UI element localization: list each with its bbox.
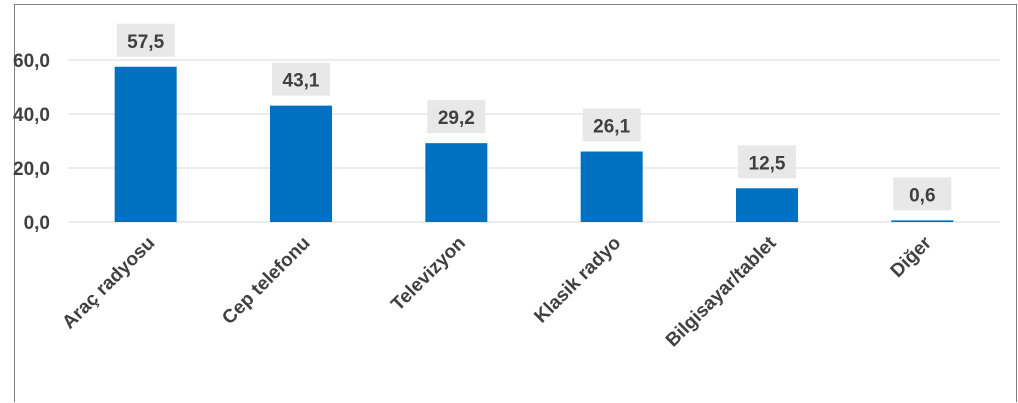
x-axis-category-labels: Araç radyosu Cep telefonu Televizyon Klasik… <box>58 232 936 351</box>
x-category-label: Klasik radyo <box>530 233 625 328</box>
y-tick-label: 40,0 <box>13 105 50 126</box>
x-category-label: Araç radyosu <box>58 233 159 334</box>
bar <box>114 66 177 222</box>
x-category-label: Diğer <box>887 232 937 282</box>
chart-frame <box>14 4 1017 402</box>
data-label-background <box>582 108 641 142</box>
data-label: 57,5 <box>127 32 164 53</box>
bar <box>270 105 332 222</box>
data-label-background <box>427 100 486 134</box>
gridlines <box>68 59 1000 223</box>
bar <box>580 151 643 222</box>
data-label: 12,5 <box>749 153 786 174</box>
y-tick-label: 60,0 <box>13 51 50 72</box>
bar <box>425 143 488 222</box>
data-label: 0,6 <box>909 185 935 206</box>
y-tick-label: 0,0 <box>24 213 50 234</box>
y-tick-label: 20,0 <box>13 159 50 180</box>
x-category-label: Bilgisayar/tablet <box>662 232 781 351</box>
x-category-label: Cep telefonu <box>218 233 314 329</box>
data-label: 43,1 <box>283 71 320 92</box>
data-label-background <box>272 62 330 96</box>
x-category-label: Televizyon <box>387 233 470 316</box>
y-axis-tick-labels: 0,0 20,0 40,0 60,0 <box>13 51 50 234</box>
data-label: 26,1 <box>593 117 630 138</box>
data-label: 29,2 <box>438 108 475 129</box>
data-label-background <box>116 23 175 57</box>
data-label-background <box>893 177 952 211</box>
bar <box>736 188 798 222</box>
bar <box>891 220 954 222</box>
data-labels: 57,5 43,1 29,2 26,1 12,5 0,6 <box>116 23 952 211</box>
bars <box>114 66 954 222</box>
data-label-background <box>738 145 796 179</box>
